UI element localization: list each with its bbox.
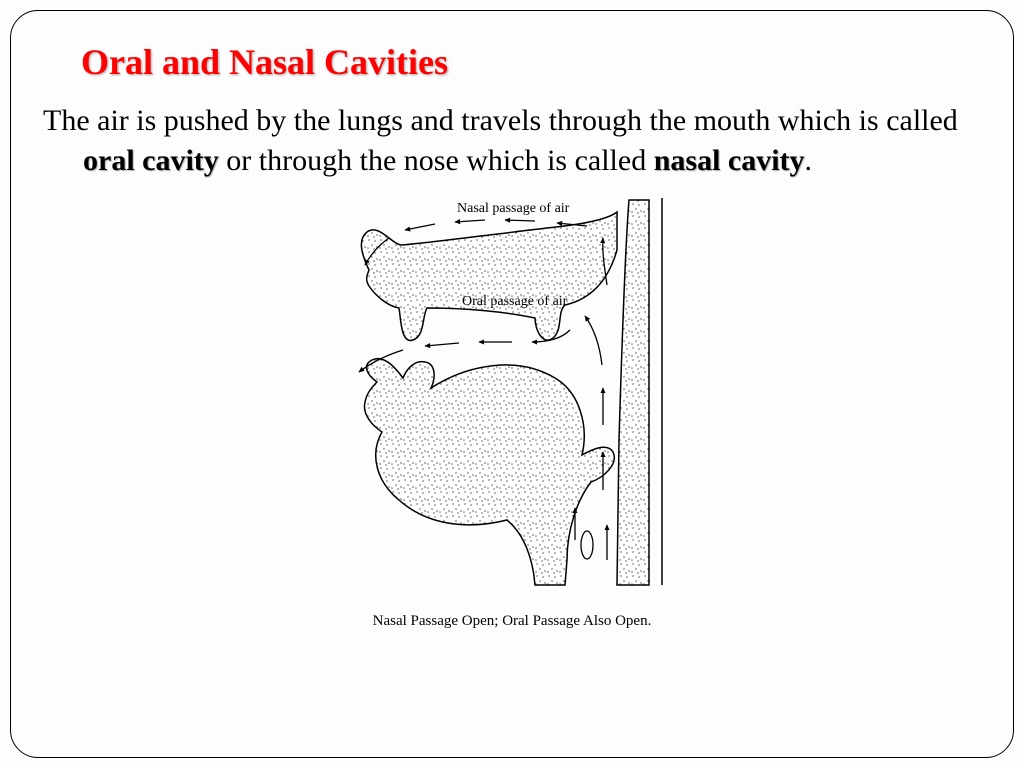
bold-nasal-cavity: nasal cavity bbox=[654, 144, 805, 177]
body-text-post: . bbox=[805, 144, 813, 177]
lower-structure bbox=[364, 359, 614, 585]
diagram-caption: Nasal Passage Open; Oral Passage Also Op… bbox=[11, 613, 1013, 630]
bold-oral-cavity: oral cavity bbox=[83, 144, 219, 177]
oral-label: Oral passage of air bbox=[462, 294, 568, 309]
upper-structure bbox=[361, 212, 617, 340]
nasal-label: Nasal passage of air bbox=[457, 201, 570, 216]
body-paragraph: The air is pushed by the lungs and trave… bbox=[43, 101, 973, 180]
slide-title: Oral and Nasal Cavities bbox=[81, 41, 1013, 83]
vocal-tract-diagram: Nasal passage of air Oral passage of air bbox=[307, 190, 717, 605]
body-text-mid: or through the nose which is called bbox=[219, 144, 654, 177]
diagram-container: Nasal passage of air Oral passage of air… bbox=[11, 190, 1013, 630]
body-text-pre: The air is pushed by the lungs and trave… bbox=[43, 104, 958, 137]
slide-frame: Oral and Nasal Cavities The air is pushe… bbox=[10, 10, 1014, 758]
